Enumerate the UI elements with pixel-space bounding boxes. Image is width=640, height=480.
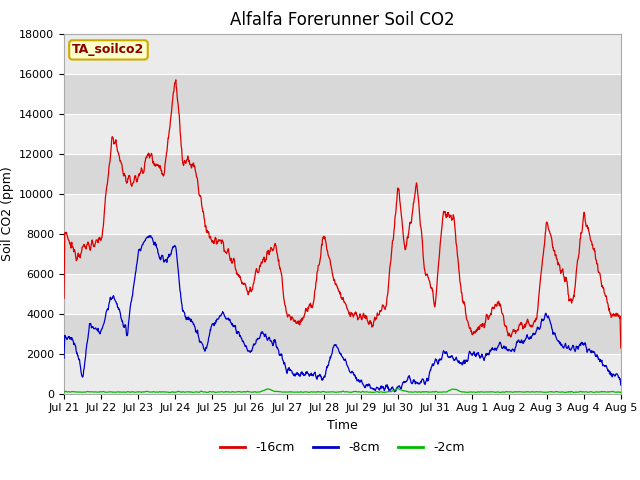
Text: TA_soilco2: TA_soilco2 xyxy=(72,43,145,56)
Title: Alfalfa Forerunner Soil CO2: Alfalfa Forerunner Soil CO2 xyxy=(230,11,454,29)
Bar xyxy=(64,73,621,114)
Bar xyxy=(64,114,621,154)
Bar xyxy=(64,354,621,394)
Bar xyxy=(64,274,621,313)
Bar xyxy=(64,193,621,234)
Bar xyxy=(64,154,621,193)
Bar xyxy=(64,234,621,274)
Bar xyxy=(64,313,621,354)
Legend: -16cm, -8cm, -2cm: -16cm, -8cm, -2cm xyxy=(215,436,470,459)
Y-axis label: Soil CO2 (ppm): Soil CO2 (ppm) xyxy=(1,166,13,261)
X-axis label: Time: Time xyxy=(327,419,358,432)
Bar xyxy=(64,34,621,73)
